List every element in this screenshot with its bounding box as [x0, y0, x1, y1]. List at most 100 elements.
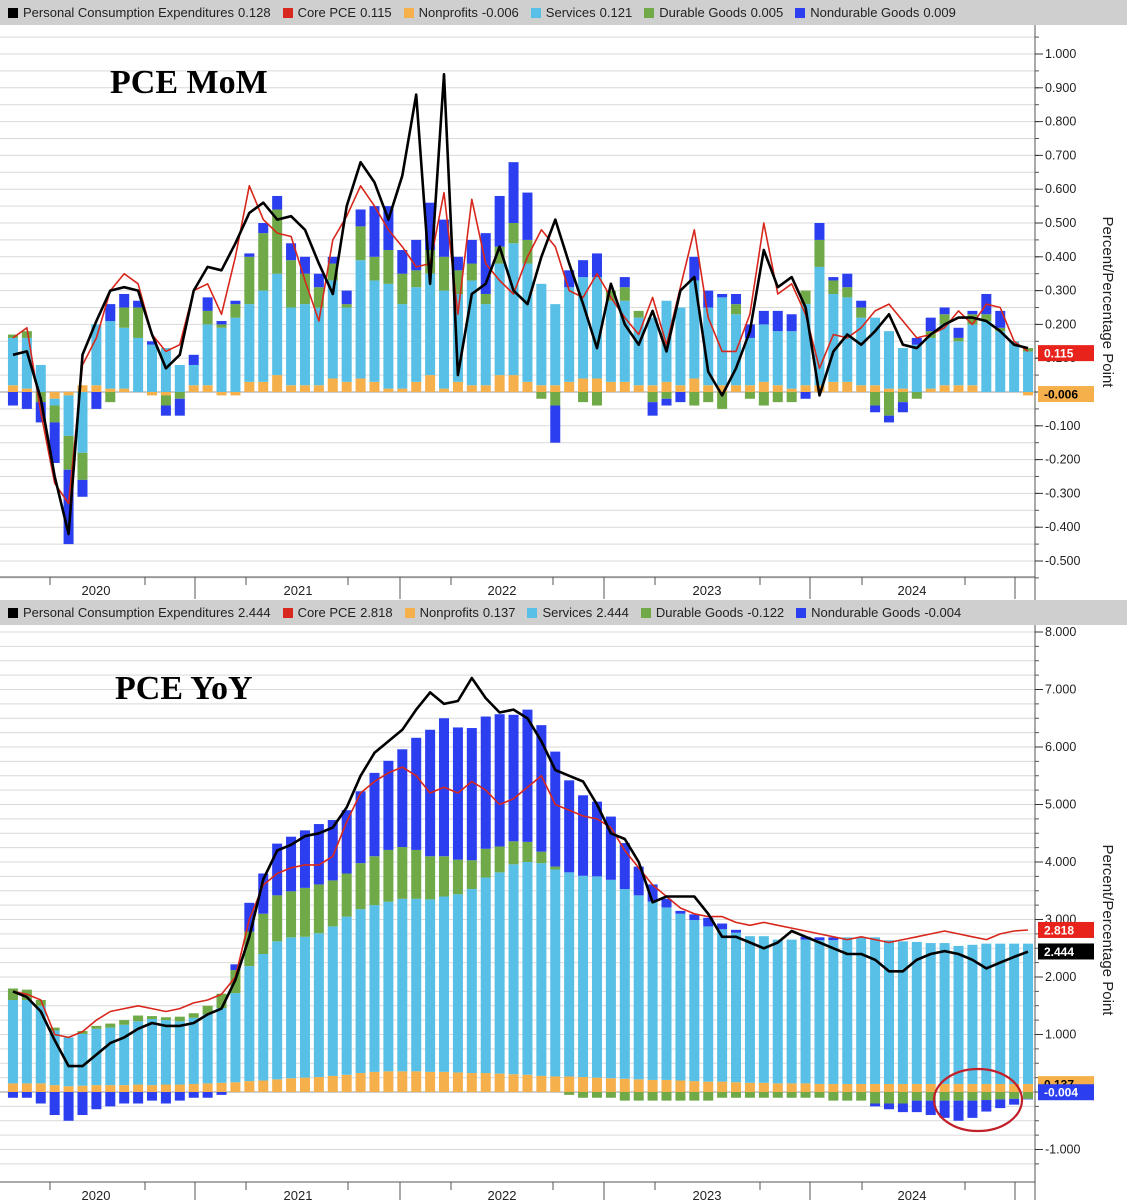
legend-swatch: [527, 607, 538, 618]
y-tick-label: 0.200: [1045, 317, 1076, 331]
bar-durable-goods: [605, 290, 616, 301]
bar-nonprofits: [299, 385, 310, 392]
bar-nondurable-goods: [105, 304, 116, 322]
bar-nondurable-goods: [188, 1092, 199, 1098]
bar-durable-goods: [536, 392, 547, 399]
bar-durable-goods: [814, 239, 825, 267]
bar-nonprofits: [647, 1079, 658, 1092]
bar-nonprofits: [536, 385, 547, 392]
bar-nondurable-goods: [911, 1100, 922, 1113]
bar-nonprofits: [731, 1082, 742, 1092]
bar-nondurable-goods: [147, 341, 158, 345]
bar-nonprofits: [744, 385, 755, 392]
bar-durable-goods: [341, 873, 352, 917]
bar-services: [675, 307, 686, 386]
bar-nondurable-goods: [355, 791, 366, 864]
line-personal-consumption-expenditures: [12, 676, 1029, 1068]
bar-durable-goods: [786, 1092, 797, 1098]
legend-item: Nondurable Goods 0.009: [795, 5, 956, 20]
bar-nondurable-goods: [327, 256, 338, 264]
bar-durable-goods: [981, 314, 992, 322]
y-axis-label: Percent/Percentage Point: [1099, 217, 1116, 389]
bar-nondurable-goods: [230, 300, 241, 305]
bar-nonprofits: [147, 392, 158, 396]
bar-durable-goods: [647, 392, 658, 403]
bar-services: [147, 344, 158, 392]
bar-services: [133, 1021, 144, 1085]
bar-nonprofits: [911, 1083, 922, 1092]
bar-services: [522, 263, 533, 382]
bar-services: [717, 297, 728, 386]
legend-label: Nondurable Goods: [810, 5, 920, 20]
legend-value: 2.444: [238, 605, 271, 620]
bar-services: [119, 327, 130, 389]
bar-nondurable-goods: [313, 273, 324, 288]
y-tick-label: -0.500: [1045, 554, 1080, 568]
bar-durable-goods: [383, 849, 394, 902]
bar-nonprofits: [188, 385, 199, 392]
bar-durable-goods: [480, 848, 491, 878]
bar-nonprofits: [7, 1083, 18, 1092]
bar-nonprofits: [216, 1082, 227, 1092]
bar-durable-goods: [883, 392, 894, 416]
bar-services: [619, 300, 630, 382]
bar-services: [633, 895, 644, 1080]
bar-services: [661, 907, 672, 1080]
bar-nondurable-goods: [119, 293, 130, 308]
bar-durable-goods: [7, 334, 18, 338]
bar-services: [564, 287, 575, 382]
bar-durable-goods: [522, 239, 533, 264]
y-tick-label: 4.000: [1045, 855, 1076, 869]
bar-durable-goods: [939, 1092, 950, 1101]
bar-nondurable-goods: [883, 1103, 894, 1110]
bar-nondurable-goods: [1009, 1098, 1020, 1105]
bar-nondurable-goods: [21, 1092, 32, 1098]
bar-nonprofits: [675, 385, 686, 392]
bar-nonprofits: [800, 385, 811, 392]
bar-nondurable-goods: [299, 830, 310, 888]
y-tick-label: -0.200: [1045, 453, 1080, 467]
bar-durable-goods: [717, 392, 728, 409]
bar-nonprofits: [452, 381, 463, 392]
bar-services: [425, 899, 436, 1072]
y-tick-label: 0.500: [1045, 216, 1076, 230]
bar-nondurable-goods: [313, 824, 324, 885]
bar-durable-goods: [105, 392, 116, 403]
bar-nonprofits: [508, 1074, 519, 1092]
bar-nonprofits: [619, 381, 630, 392]
bar-durable-goods: [828, 280, 839, 294]
bar-durable-goods: [299, 273, 310, 305]
yoy-panel: Personal Consumption Expenditures 2.444 Co…: [0, 600, 1127, 1200]
legend-item: Core PCE 2.818: [282, 605, 393, 620]
bar-nondurable-goods: [494, 714, 505, 847]
bar-nonprofits: [63, 1086, 74, 1092]
bar-durable-goods: [258, 233, 269, 291]
bar-services: [897, 348, 908, 389]
x-tick-label: 2023: [693, 1188, 722, 1200]
bar-nonprofits: [703, 1081, 714, 1092]
bar-nondurable-goods: [619, 277, 630, 288]
bar-nonprofits: [925, 1083, 936, 1092]
x-tick-label: 2022: [488, 1188, 517, 1200]
bar-services: [452, 894, 463, 1073]
bar-nondurable-goods: [591, 253, 602, 278]
bar-nondurable-goods: [147, 1092, 158, 1101]
bar-nonprofits: [1023, 1083, 1034, 1092]
bar-services: [786, 331, 797, 389]
bar-nondurable-goods: [299, 256, 310, 274]
bar-services: [313, 933, 324, 1078]
legend-label: Nonprofits: [419, 605, 479, 620]
bar-services: [341, 307, 352, 382]
bar-services: [272, 941, 283, 1080]
bar-durable-goods: [188, 1013, 199, 1018]
bar-nonprofits: [327, 1075, 338, 1092]
bar-nonprofits: [967, 385, 978, 392]
bar-nonprofits: [967, 1083, 978, 1092]
bar-nondurable-goods: [49, 1092, 60, 1115]
bar-services: [105, 1027, 116, 1086]
bar-nonprofits: [105, 388, 116, 392]
end-value-text: 2.444: [1044, 945, 1074, 959]
bar-nonprofits: [494, 1073, 505, 1092]
y-tick-label: 6.000: [1045, 740, 1076, 754]
bar-durable-goods: [35, 1000, 46, 1006]
